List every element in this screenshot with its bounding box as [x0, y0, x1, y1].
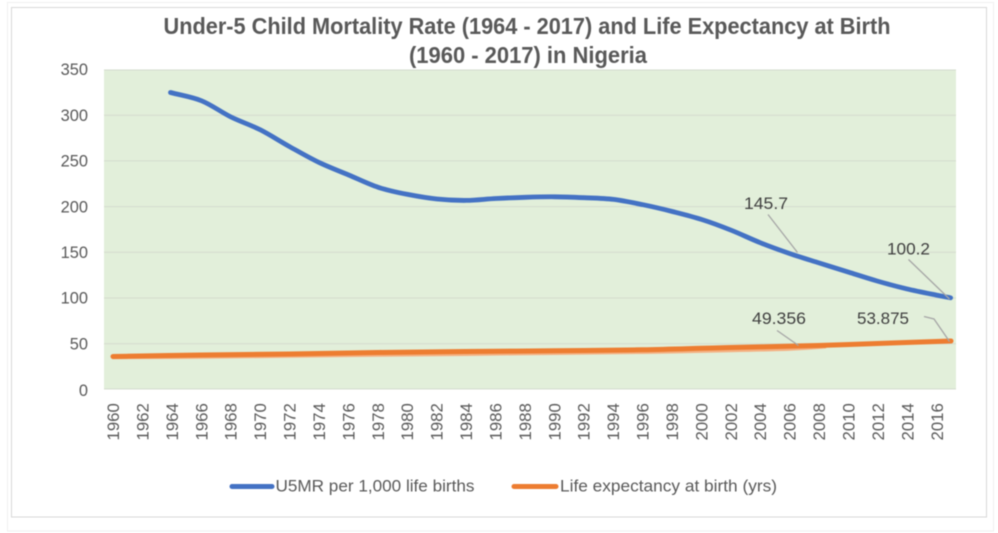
- svg-text:100.2: 100.2: [887, 241, 930, 259]
- svg-text:2008: 2008: [810, 403, 829, 440]
- svg-text:U5MR per 1,000 life births: U5MR per 1,000 life births: [276, 478, 475, 496]
- svg-text:1968: 1968: [222, 403, 241, 440]
- svg-text:1996: 1996: [634, 403, 653, 440]
- svg-text:53.875: 53.875: [857, 310, 909, 328]
- svg-text:50: 50: [70, 335, 88, 353]
- svg-text:Life expectancy at birth (yrs): Life expectancy at birth (yrs): [560, 478, 777, 496]
- svg-text:2010: 2010: [840, 403, 859, 440]
- svg-text:1992: 1992: [575, 403, 594, 440]
- svg-text:250: 250: [61, 153, 88, 171]
- svg-text:1964: 1964: [163, 403, 182, 440]
- svg-text:49.356: 49.356: [752, 310, 806, 328]
- svg-text:1974: 1974: [310, 403, 329, 440]
- svg-text:1962: 1962: [133, 403, 152, 440]
- svg-text:1994: 1994: [604, 403, 623, 440]
- svg-text:2014: 2014: [898, 403, 917, 440]
- svg-text:1976: 1976: [339, 403, 358, 440]
- svg-text:1972: 1972: [281, 403, 300, 440]
- svg-text:2016: 2016: [928, 403, 947, 440]
- svg-text:2002: 2002: [722, 403, 741, 440]
- svg-text:1982: 1982: [428, 403, 447, 440]
- svg-text:145.7: 145.7: [744, 195, 788, 213]
- svg-text:1970: 1970: [251, 403, 270, 440]
- svg-text:1986: 1986: [487, 403, 506, 440]
- svg-text:1966: 1966: [192, 403, 211, 440]
- svg-text:(1960 - 2017) in Nigeria: (1960 - 2017) in Nigeria: [409, 42, 647, 68]
- svg-text:2004: 2004: [751, 403, 770, 440]
- svg-text:1984: 1984: [457, 403, 476, 440]
- svg-text:300: 300: [61, 107, 88, 125]
- svg-text:1980: 1980: [398, 403, 417, 440]
- svg-text:2012: 2012: [869, 403, 888, 440]
- svg-text:2000: 2000: [692, 403, 711, 440]
- svg-text:0: 0: [79, 382, 88, 400]
- svg-text:Under-5 Child Mortality Rate (: Under-5 Child Mortality Rate (1964 - 201…: [164, 13, 891, 39]
- svg-text:2006: 2006: [781, 403, 800, 440]
- svg-text:350: 350: [61, 61, 88, 79]
- svg-text:1998: 1998: [663, 403, 682, 440]
- svg-text:1960: 1960: [104, 403, 123, 440]
- svg-text:150: 150: [61, 244, 88, 262]
- svg-text:1988: 1988: [516, 403, 535, 440]
- svg-text:1978: 1978: [369, 403, 388, 440]
- svg-text:200: 200: [61, 198, 88, 216]
- svg-text:100: 100: [61, 290, 88, 308]
- svg-text:1990: 1990: [545, 403, 564, 440]
